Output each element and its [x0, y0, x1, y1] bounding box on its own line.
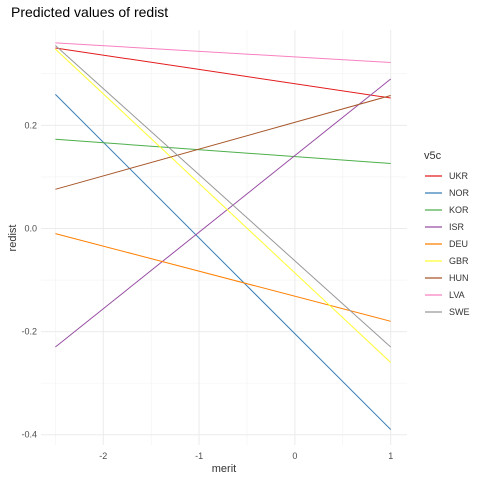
- legend-label-swe: SWE: [449, 307, 470, 317]
- axis-ticks: -2 -1 0 1 -0.4 -0.2 0.0 0.2: [21, 120, 393, 461]
- legend-label-kor: KOR: [449, 205, 469, 215]
- legend: v5c UKR NOR KOR ISR DEU GBR HUN LVA SWE: [424, 150, 470, 317]
- y-tick-label: -0.4: [21, 430, 37, 440]
- legend-label-gbr: GBR: [449, 256, 469, 266]
- x-axis-title: merit: [212, 463, 236, 475]
- series-lines: [55, 43, 390, 430]
- y-tick-label: -0.2: [21, 327, 37, 337]
- legend-title: v5c: [424, 150, 442, 162]
- legend-label-ukr: UKR: [449, 171, 469, 181]
- series-line-hun: [55, 96, 390, 190]
- legend-label-isr: ISR: [449, 222, 465, 232]
- series-line-lva: [55, 43, 390, 63]
- y-tick-label: 0.2: [24, 120, 37, 130]
- legend-label-nor: NOR: [449, 188, 470, 198]
- legend-label-deu: DEU: [449, 239, 468, 249]
- y-tick-label: 0.0: [24, 223, 37, 233]
- legend-label-hun: HUN: [449, 273, 469, 283]
- x-tick-label: 1: [388, 451, 393, 461]
- x-tick-label: -1: [195, 451, 203, 461]
- series-line-deu: [55, 234, 390, 322]
- series-line-kor: [55, 139, 390, 163]
- x-tick-label: 0: [292, 451, 297, 461]
- legend-label-lva: LVA: [449, 290, 465, 300]
- y-axis-title: redist: [7, 225, 19, 252]
- series-line-nor: [55, 94, 390, 429]
- chart-title: Predicted values of redist: [11, 4, 168, 20]
- series-line-gbr: [55, 49, 390, 362]
- series-line-isr: [55, 79, 390, 347]
- x-tick-label: -2: [99, 451, 107, 461]
